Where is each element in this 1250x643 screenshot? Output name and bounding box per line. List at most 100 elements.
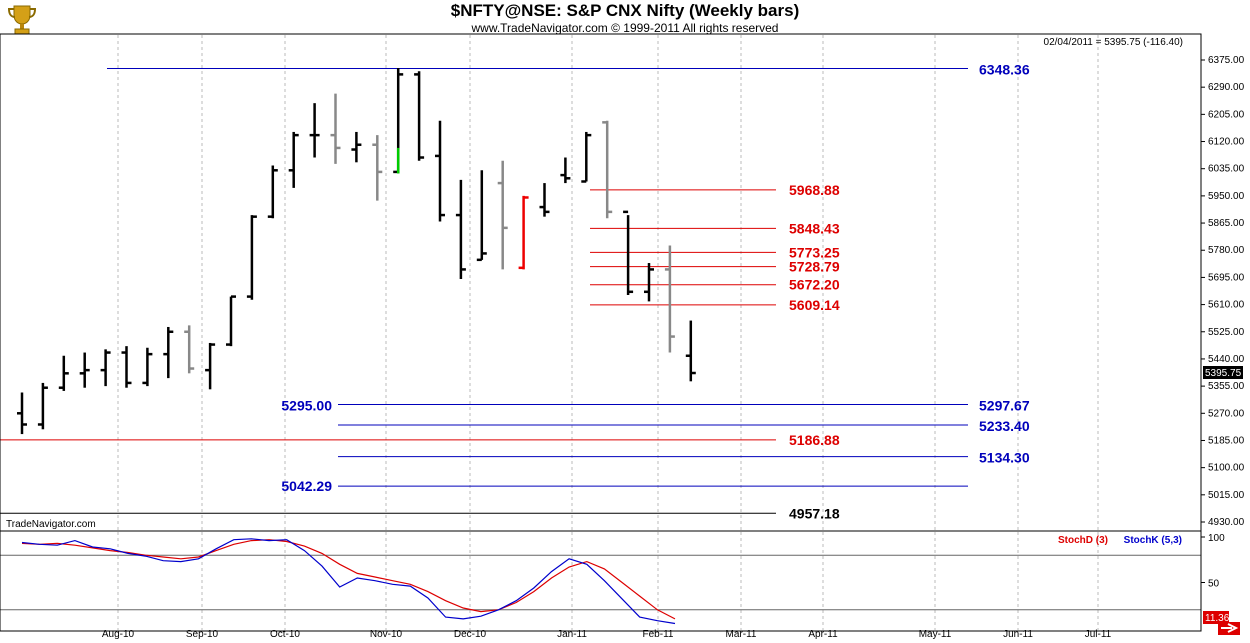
stochastic-lines: [21, 538, 676, 625]
stoch-panel-frame: [0, 530, 1202, 632]
level-label: 5609.14: [789, 297, 840, 313]
y-tick-label: 5015.00: [1208, 490, 1245, 501]
level-label: 5134.30: [979, 450, 1030, 466]
price-label-text: 5395.75: [1205, 368, 1242, 379]
price-bars: [17, 67, 696, 435]
price-grid: [117, 35, 1099, 530]
y-tick-label: 6375.00: [1208, 55, 1245, 66]
stoch-value-box: 11.36: [1203, 611, 1230, 624]
y-tick-label: 6120.00: [1208, 137, 1245, 148]
ohlc-bar: [455, 179, 466, 280]
y-tick-label: 5865.00: [1208, 218, 1245, 229]
ohlc-bar: [37, 382, 48, 430]
price-label-box: 5395.75: [1203, 366, 1243, 379]
stoch-series-line: [21, 538, 676, 625]
level-label: 5968.88: [789, 182, 840, 198]
chart-title: $NFTY@NSE: S&P CNX Nifty (Weekly bars): [450, 1, 800, 20]
ohlc-bar: [560, 157, 571, 184]
x-tick-label: Dec-10: [454, 629, 487, 640]
x-tick-label: Apr-11: [808, 629, 838, 640]
ohlc-bar: [602, 120, 613, 219]
level-label: 5295.00: [281, 397, 332, 413]
ohlc-bar: [58, 355, 69, 391]
ohlc-bar: [476, 170, 487, 262]
level-label: 5233.40: [979, 418, 1030, 434]
level-label: 5297.67: [979, 397, 1030, 413]
stoch-grid: [0, 532, 1201, 630]
y-tick-label: 5440.00: [1208, 354, 1245, 365]
ohlc-bar: [497, 160, 508, 270]
y-tick-label: 4930.00: [1208, 517, 1245, 528]
ohlc-bar: [539, 183, 550, 217]
ohlc-bar: [664, 245, 675, 353]
level-label: 5728.79: [789, 259, 840, 275]
y-tick-label: 5525.00: [1208, 327, 1245, 338]
ohlc-bar: [414, 71, 425, 161]
ohlc-bar: [435, 120, 445, 222]
trophy-logo-icon: [7, 5, 37, 35]
chart-header: $NFTY@NSE: S&P CNX Nifty (Weekly bars) w…: [0, 0, 1250, 40]
level-label: 5848.43: [789, 220, 840, 236]
x-tick-label: Sep-10: [186, 629, 219, 640]
x-tick-label: Feb-11: [643, 629, 674, 640]
ohlc-bar: [309, 103, 320, 158]
chart-subtitle: www.TradeNavigator.com © 1999-2011 All r…: [471, 21, 779, 35]
stochk-legend: StochK (5,3): [1124, 535, 1182, 546]
ohlc-bar: [267, 165, 278, 219]
x-tick-label: Jan-11: [557, 629, 587, 640]
x-tick-label: Mar-11: [726, 629, 757, 640]
x-tick-label: Jul-11: [1085, 629, 1112, 640]
date-x-axis: Aug-10 Sep-10 Oct-10 Nov-10 Dec-10 Jan-11 Feb-…: [102, 629, 1112, 640]
y-tick-label: 6035.00: [1208, 164, 1245, 175]
stoch-y-tick-label: 50: [1208, 579, 1220, 590]
level-label: 5186.88: [789, 432, 840, 448]
ohlc-bar: [184, 325, 195, 374]
level-label: 5042.29: [281, 478, 332, 494]
ohlc-bar: [79, 352, 90, 388]
x-tick-label: Aug-10: [102, 629, 135, 640]
ohlc-bar: [644, 263, 654, 302]
x-tick-label: Oct-10: [270, 629, 300, 640]
ohlc-bar: [518, 195, 529, 270]
level-label: 4957.18: [789, 505, 840, 521]
watermark-text: TradeNavigator.com: [6, 519, 96, 530]
ohlc-bar: [685, 320, 696, 382]
ohlc-bar: [121, 346, 132, 388]
last-quote-text: 02/04/2011 = 5395.75 (-116.40): [1044, 37, 1183, 48]
price-y-axis: 6375.00 6290.00 6205.00 6120.00 6035.00 5950.…: [1201, 55, 1245, 590]
ohlc-bar: [581, 131, 592, 183]
ohlc-bar: [330, 93, 341, 164]
ohlc-bar: [100, 349, 111, 387]
ohlc-bar: [288, 131, 299, 188]
stoch-y-tick-label: 100: [1208, 533, 1225, 544]
y-tick-label: 6290.00: [1208, 82, 1245, 93]
y-tick-label: 5185.00: [1208, 435, 1245, 446]
stoch-series-line: [21, 539, 676, 620]
y-tick-label: 5100.00: [1208, 463, 1245, 474]
stochd-legend: StochD (3): [1058, 535, 1108, 546]
scroll-right-arrow-icon[interactable]: [1218, 622, 1240, 635]
y-tick-label: 5610.00: [1208, 300, 1245, 311]
ohlc-bar: [246, 215, 257, 300]
ohlc-bar: [351, 131, 362, 163]
ohlc-bar: [372, 135, 383, 201]
ohlc-bar: [205, 342, 216, 390]
y-tick-label: 5695.00: [1208, 272, 1245, 283]
y-tick-label: 5355.00: [1208, 381, 1245, 392]
y-tick-label: 5270.00: [1208, 408, 1245, 419]
ohlc-bar: [623, 210, 634, 295]
level-label: 6348.36: [979, 62, 1030, 78]
y-tick-label: 6205.00: [1208, 109, 1245, 120]
y-tick-label: 5950.00: [1208, 191, 1245, 202]
ohlc-bar: [226, 295, 236, 347]
stoch-value-text: 11.36: [1205, 613, 1230, 624]
x-tick-label: Jun-11: [1003, 629, 1033, 640]
stoch-legend: StochD (3) StochK (5,3): [1058, 535, 1182, 546]
level-label: 5672.20: [789, 277, 840, 293]
x-tick-label: May-11: [919, 629, 952, 640]
ohlc-bar: [142, 347, 153, 387]
y-tick-label: 5780.00: [1208, 245, 1245, 256]
ohlc-bar: [17, 392, 27, 435]
